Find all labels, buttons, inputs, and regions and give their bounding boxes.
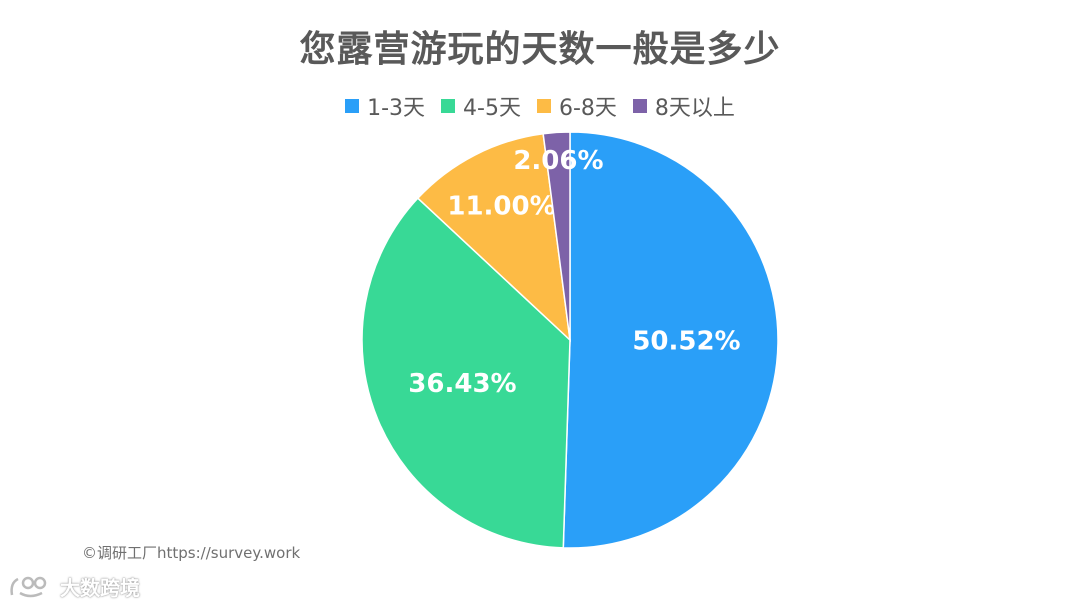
pie-slice-6-8 — [416, 132, 572, 342]
chart-legend: 1-3天 4-5天 6-8天 8天以上 — [0, 90, 1080, 122]
legend-swatch-1-3 — [345, 99, 360, 113]
legend-label-1-3: 1-3天 — [367, 96, 426, 121]
pie-slice-4-5 — [361, 197, 571, 549]
data-label-1-3: 50.52% — [632, 326, 740, 356]
legend-swatch-8-plus — [632, 99, 647, 113]
pie-slice-1-3 — [562, 131, 779, 549]
watermark: 大数跨境 — [8, 572, 140, 601]
chart-title: 您露营游玩的天数一般是多少 — [299, 29, 781, 70]
data-label-4-5: 36.43% — [408, 369, 516, 399]
legend-label-4-5: 4-5天 — [463, 96, 521, 121]
data-label-8-plus: 2.06% — [513, 146, 603, 176]
watermark-logo-icon — [10, 576, 47, 597]
legend-swatch-4-5 — [441, 99, 456, 113]
legend-label-8-plus: 8天以上 — [654, 96, 735, 121]
legend-label-6-8: 6-8天 — [558, 96, 617, 121]
data-label-6-8: 11.00% — [447, 191, 555, 221]
legend-item-6-8: 6-8天 — [536, 90, 617, 122]
watermark-text: 大数跨境 — [60, 576, 140, 600]
source-credit: ©调研工厂https://survey.work — [82, 544, 301, 562]
legend-item-8-plus: 8天以上 — [632, 90, 735, 122]
legend-swatch-6-8 — [536, 99, 551, 113]
legend-item-1-3: 1-3天 — [345, 90, 425, 122]
pie-slice-8-plus — [542, 131, 571, 341]
legend-item-4-5: 4-5天 — [441, 90, 521, 122]
